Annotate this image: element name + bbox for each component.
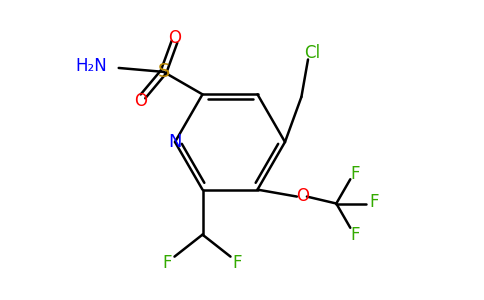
Text: F: F <box>233 254 242 272</box>
Text: S: S <box>157 62 170 81</box>
Text: O: O <box>135 92 148 110</box>
Text: F: F <box>370 193 379 211</box>
Text: N: N <box>168 133 182 151</box>
Text: Cl: Cl <box>304 44 320 62</box>
Text: F: F <box>350 165 360 183</box>
Text: F: F <box>163 254 172 272</box>
Text: F: F <box>350 226 360 244</box>
Text: H₂N: H₂N <box>75 57 106 75</box>
Text: O: O <box>168 29 181 47</box>
Text: O: O <box>296 187 309 205</box>
